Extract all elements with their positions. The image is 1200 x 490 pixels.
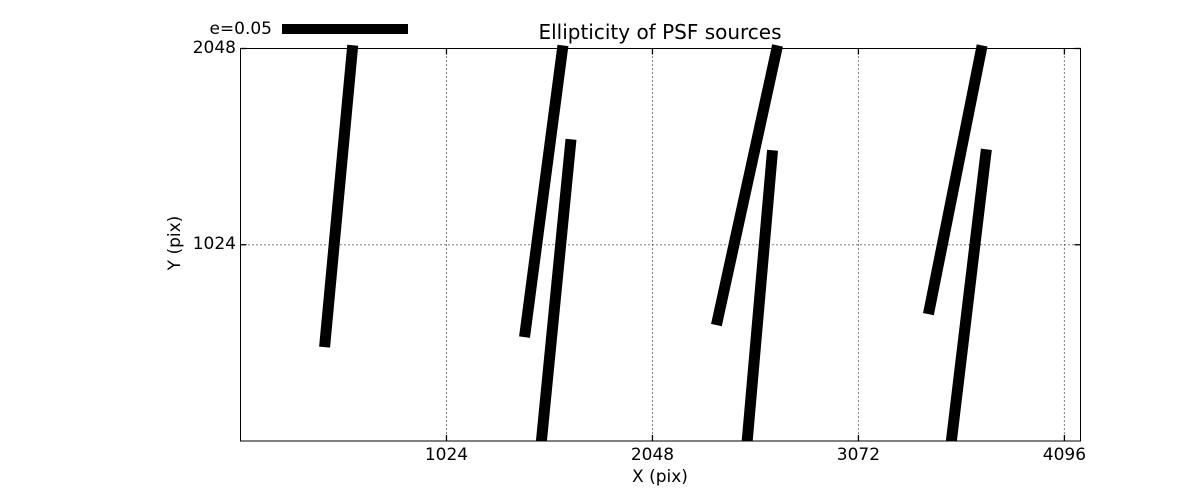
chart-title: Ellipticity of PSF sources — [538, 20, 782, 44]
ellipticity-whisker — [711, 44, 783, 327]
y-tick-label-2048: 2048 — [192, 37, 236, 58]
x-tick-label-3072: 3072 — [836, 445, 881, 465]
ellipticity-whisker — [319, 44, 359, 348]
ellipticity-whisker — [741, 149, 779, 442]
y-axis-label: Y (pix) — [165, 215, 186, 271]
x-axis-label: X (pix) — [632, 467, 688, 487]
y-tick-label-1024: 1024 — [192, 233, 236, 254]
x-tick-label-2048: 2048 — [630, 445, 675, 465]
x-tick-label-1024: 1024 — [424, 445, 469, 465]
ellipticity-whisker — [519, 44, 569, 338]
ellipticity-whisker — [945, 148, 992, 442]
ellipticity-whisker — [535, 138, 577, 442]
legend-label: e=0.05 — [209, 19, 272, 39]
ellipticity-whisker — [923, 44, 988, 316]
x-tick-label-4096: 4096 — [1042, 445, 1087, 465]
